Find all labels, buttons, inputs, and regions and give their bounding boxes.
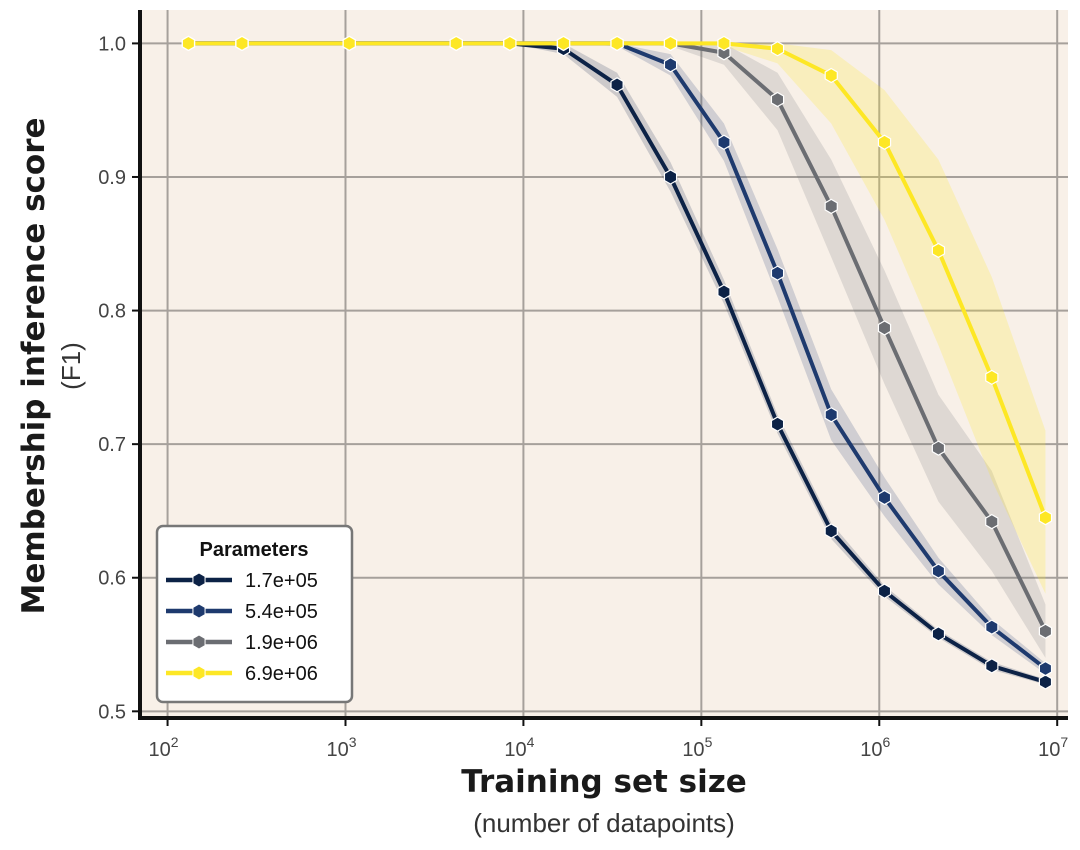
data-point xyxy=(235,35,249,52)
data-point xyxy=(1038,660,1053,677)
data-point xyxy=(985,619,999,635)
data-point xyxy=(824,198,838,215)
data-point xyxy=(503,35,517,52)
confidence-band-1.9e+06 xyxy=(188,43,1046,658)
data-point xyxy=(556,35,571,52)
y-tick-label: 0.9 xyxy=(98,167,126,189)
x-axis-subtitle: (number of datapoints) xyxy=(473,808,735,838)
data-point xyxy=(770,41,785,57)
data-point xyxy=(610,77,624,93)
legend-title: Parameters xyxy=(200,539,309,561)
data-point xyxy=(181,35,196,52)
data-point xyxy=(1038,509,1053,526)
data-point xyxy=(824,67,838,84)
data-point xyxy=(985,658,999,674)
legend-label: 5.4e+05 xyxy=(245,601,318,623)
data-point xyxy=(931,242,946,259)
legend-items: 1.7e+05 5.4e+05 1.9e+06 6.9e+06 xyxy=(166,570,318,685)
data-point xyxy=(610,35,624,52)
data-point xyxy=(770,416,785,432)
legend-item: 1.9e+06 xyxy=(166,632,318,654)
data-point xyxy=(931,440,946,456)
data-point xyxy=(931,563,946,579)
x-axis-title: Training set size xyxy=(461,764,747,800)
legend-swatch-marker xyxy=(192,572,206,588)
data-point xyxy=(770,91,785,108)
data-point xyxy=(663,35,678,52)
data-point xyxy=(877,134,892,150)
x-tick-label: 105 xyxy=(682,734,712,761)
data-point xyxy=(717,134,731,150)
y-tick-label: 0.8 xyxy=(98,301,126,323)
data-point xyxy=(1038,674,1053,690)
series-markers xyxy=(181,35,1053,690)
legend-box xyxy=(155,524,354,704)
data-point xyxy=(877,583,892,599)
y-tick-label: 0.7 xyxy=(98,434,126,456)
legend-swatch-marker xyxy=(192,665,206,681)
legend-label: 6.9e+06 xyxy=(245,663,318,685)
data-point xyxy=(449,35,463,52)
legend-label: 1.9e+06 xyxy=(245,632,318,654)
y-tick-label: 0.6 xyxy=(98,568,126,590)
data-point xyxy=(717,284,731,300)
data-point xyxy=(985,513,999,530)
data-point xyxy=(770,265,785,281)
data-point xyxy=(663,169,678,185)
data-point xyxy=(877,489,892,506)
x-tick-labels: 102 103 104 105 106 107 xyxy=(149,718,1068,761)
data-point xyxy=(931,626,946,642)
x-tick-label: 107 xyxy=(1038,734,1068,761)
legend-swatch-marker xyxy=(192,603,206,619)
y-tick-label: 0.5 xyxy=(98,701,126,723)
data-point xyxy=(1038,623,1053,639)
data-point xyxy=(877,320,892,336)
y-axis-subtitle: (F1) xyxy=(56,342,86,390)
y-tick-labels: 0.5 0.6 0.7 0.8 0.9 1.0 xyxy=(98,33,140,723)
x-tick-label: 104 xyxy=(504,734,534,761)
x-tick-label: 103 xyxy=(326,734,356,761)
legend: Parameters 1.7e+05 5.4e+05 1.9e+06 6.9e+06 xyxy=(155,524,354,704)
legend-item: 1.7e+05 xyxy=(166,570,318,592)
data-point xyxy=(717,35,731,52)
legend-item: 6.9e+06 xyxy=(166,663,318,685)
data-point xyxy=(985,369,999,386)
y-tick-label: 1.0 xyxy=(98,33,126,55)
data-point xyxy=(663,57,678,73)
legend-item: 5.4e+05 xyxy=(166,601,318,623)
x-tick-label: 102 xyxy=(149,734,179,761)
x-tick-label: 106 xyxy=(860,734,890,761)
data-point xyxy=(342,35,356,52)
legend-swatch-marker xyxy=(192,634,206,650)
data-point xyxy=(824,523,838,539)
legend-label: 1.7e+05 xyxy=(245,570,318,592)
y-axis-title: Membership inference score xyxy=(16,117,52,614)
data-point xyxy=(824,407,838,423)
